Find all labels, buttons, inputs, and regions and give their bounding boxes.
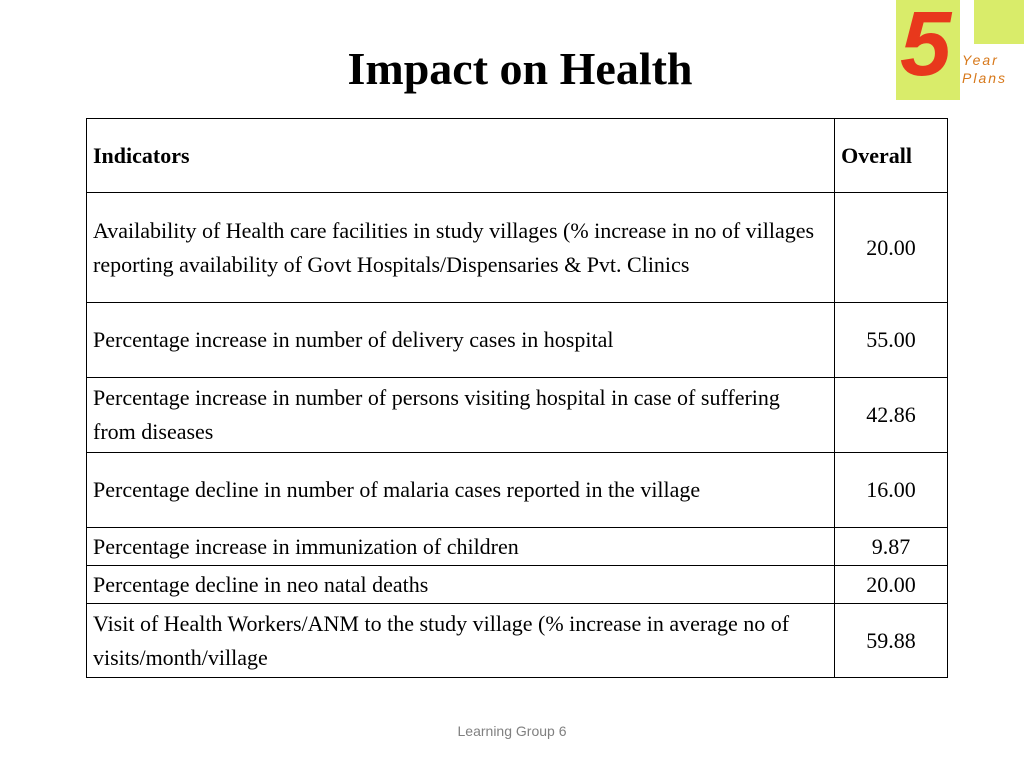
indicator-cell: Percentage decline in number of malaria …	[85, 452, 836, 528]
header-indicators: Indicators	[85, 118, 836, 193]
overall-cell: 42.86	[834, 377, 948, 453]
slide-footer: Learning Group 6	[457, 723, 567, 739]
table-row: Percentage decline in number of malaria …	[85, 452, 948, 528]
indicator-cell: Percentage increase in number of deliver…	[85, 302, 836, 378]
indicator-cell: Percentage decline in neo natal deaths	[85, 565, 836, 604]
indicator-cell: Availability of Health care facilities i…	[85, 192, 836, 303]
indicator-cell: Percentage increase in immunization of c…	[85, 527, 836, 566]
overall-cell: 59.88	[834, 603, 948, 678]
table-header-row: Indicators Overall	[85, 118, 948, 193]
five-year-plans-logo: 5 Year Plans	[896, 0, 1024, 100]
overall-cell: 16.00	[834, 452, 948, 528]
indicator-cell: Visit of Health Workers/ANM to the study…	[85, 603, 836, 678]
logo-word-plans: Plans	[962, 70, 1008, 86]
logo-word-year: Year	[962, 52, 999, 68]
table-row: Percentage increase in number of persons…	[85, 377, 948, 453]
overall-cell: 20.00	[834, 192, 948, 303]
table-row: Percentage decline in neo natal deaths 2…	[85, 565, 948, 604]
logo-background	[896, 0, 960, 100]
logo-number: 5	[900, 0, 951, 95]
indicator-cell: Percentage increase in number of persons…	[85, 377, 836, 453]
header-overall: Overall	[834, 118, 948, 193]
indicators-table: Indicators Overall Availability of Healt…	[85, 118, 948, 678]
slide-title: Impact on Health	[347, 43, 693, 94]
table-row: Percentage increase in immunization of c…	[85, 527, 948, 566]
overall-cell: 9.87	[834, 527, 948, 566]
table-row: Visit of Health Workers/ANM to the study…	[85, 603, 948, 678]
logo-background-right	[974, 0, 1024, 44]
table-row: Percentage increase in number of deliver…	[85, 302, 948, 378]
table-row: Availability of Health care facilities i…	[85, 192, 948, 303]
overall-cell: 20.00	[834, 565, 948, 604]
overall-cell: 55.00	[834, 302, 948, 378]
